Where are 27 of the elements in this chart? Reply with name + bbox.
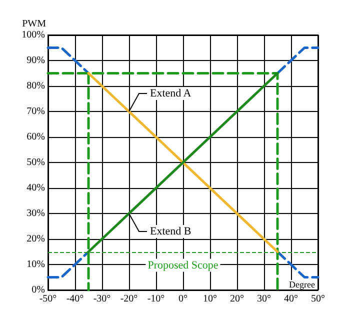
x-tick-label: 50° xyxy=(311,294,325,304)
y-tick-label: 70% xyxy=(26,106,45,117)
y-tick-label: 40% xyxy=(26,182,45,194)
y-tick-label: 30% xyxy=(26,208,45,219)
y-tick-label: 20% xyxy=(26,234,45,244)
x-tick-label: -30° xyxy=(93,294,111,304)
x-tick-label: -10° xyxy=(147,294,165,304)
y-tick-label: 100% xyxy=(22,30,45,40)
x-axis-title: Degree xyxy=(289,280,315,290)
y-tick-label: 50% xyxy=(26,157,45,168)
annotation: Extend A xyxy=(150,88,192,100)
x-tick-label: 10° xyxy=(203,294,217,304)
x-tick-label: 20° xyxy=(230,294,244,304)
annotation: Extend B xyxy=(150,226,192,238)
x-tick-label: -50° xyxy=(39,294,57,304)
x-tick-label: -40° xyxy=(66,294,84,304)
y-tick-label: 0% xyxy=(32,284,45,296)
y-axis-title: PWM xyxy=(22,18,46,30)
x-tick-label: 30° xyxy=(257,294,271,304)
y-tick-label: 60% xyxy=(26,132,45,142)
x-tick-label: 40° xyxy=(284,294,298,304)
y-tick-label: 90% xyxy=(26,55,45,66)
x-tick-label: 0° xyxy=(178,294,188,304)
x-tick-label: -20° xyxy=(120,294,138,304)
y-tick-label: 80% xyxy=(26,80,45,92)
y-tick-label: 10% xyxy=(26,259,45,270)
ref-line-label: Proposed Scope xyxy=(148,259,218,272)
